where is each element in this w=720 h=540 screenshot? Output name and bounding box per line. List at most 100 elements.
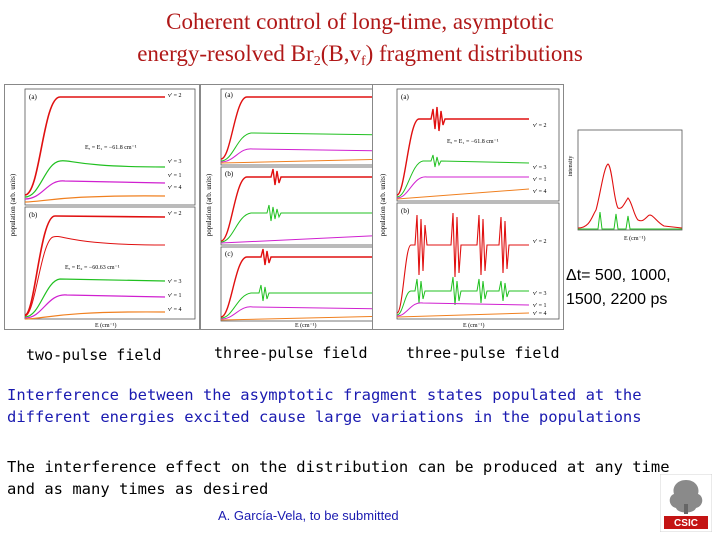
v3-label: v' = 3 xyxy=(168,279,181,285)
delta-t-line-2: 1500, 2200 ps xyxy=(566,291,668,308)
delta-t-label: Δt= 500, 1000, 1500, 2200 ps xyxy=(566,264,671,312)
y-axis-label: population (arb. units) xyxy=(205,173,213,236)
v1-label: v' = 1 xyxy=(168,293,181,299)
panel-label-a: (a) xyxy=(29,93,37,101)
caption-three-pulse-1: three-pulse field xyxy=(214,344,368,362)
plot-panel-3-svg: population (arb. units) (a) (b) Eₐ = E₁ … xyxy=(379,88,560,329)
plot-panel-2-svg: population (arb. units) (a) (b) (c) E (c… xyxy=(205,88,396,329)
title-part: (B,v xyxy=(320,41,361,66)
spectrum-panel: intensity E (cm⁻¹) xyxy=(564,126,686,244)
v3-label: v' = 3 xyxy=(533,291,546,297)
red-curve xyxy=(220,96,391,160)
green-curve xyxy=(396,276,529,316)
plot-panel-1-svg: population (arb. units) (a) (b) v' = 2 v… xyxy=(9,88,196,329)
orange-curve xyxy=(220,315,392,321)
plot-frame xyxy=(220,246,396,322)
red-curve xyxy=(24,96,165,196)
red-spectrum xyxy=(577,163,683,229)
csic-logo-svg: CSIC xyxy=(659,473,713,533)
v2-label: v' = 2 xyxy=(533,239,546,245)
green-curve xyxy=(24,278,166,318)
magenta-curve xyxy=(24,180,166,200)
orange-curve xyxy=(24,311,166,320)
green-curve xyxy=(220,132,392,162)
orange-curve xyxy=(396,312,530,318)
orange-curve xyxy=(220,158,392,164)
title-line-2: energy-resolved Br2(B,vf) fragment distr… xyxy=(0,40,720,76)
paragraph-interference: Interference between the asymptotic frag… xyxy=(7,384,642,428)
plot-frame xyxy=(24,88,196,206)
v4-label: v' = 4 xyxy=(168,307,181,313)
green-curve xyxy=(220,284,391,319)
red-curve xyxy=(24,236,166,317)
plot-frame xyxy=(396,88,560,202)
panel-label-b: (b) xyxy=(401,207,410,215)
v1-label: v' = 1 xyxy=(168,173,181,179)
v1-label: v' = 1 xyxy=(533,303,546,309)
y-axis-label: population (arb. units) xyxy=(379,173,387,236)
plot-frame xyxy=(220,166,396,246)
plot-panel-3: population (arb. units) (a) (b) Eₐ = E₁ … xyxy=(372,84,564,330)
panel-label-a: (a) xyxy=(401,93,409,101)
plot-frame xyxy=(24,206,196,320)
v3-label: v' = 3 xyxy=(168,159,181,165)
paragraph-line: The interference effect on the distribut… xyxy=(7,458,670,476)
logo-text: CSIC xyxy=(674,518,698,529)
plot-frame xyxy=(220,88,396,166)
energy-label: Eₐ = E₁ = −61.8 cm⁻¹ xyxy=(85,145,137,151)
title-sub: f xyxy=(360,54,366,69)
v1-label: v' = 1 xyxy=(533,177,546,183)
magenta-curve xyxy=(220,234,392,244)
energy-label: Eₐ = E₂ = −60.63 cm⁻¹ xyxy=(65,265,120,271)
csic-logo: CSIC xyxy=(659,473,713,533)
spectrum-x-label: E (cm⁻¹) xyxy=(624,235,645,242)
paragraph-line: different energies excited cause large v… xyxy=(7,408,642,426)
paragraph-line: and as many times as desired xyxy=(7,480,269,498)
caption-two-pulse: two-pulse field xyxy=(26,346,162,364)
title-sub: 2 xyxy=(313,54,321,69)
tree-trunk-icon xyxy=(684,504,688,514)
logo-band xyxy=(664,516,708,529)
panel-label-a: (a) xyxy=(225,91,233,99)
magenta-curve xyxy=(396,176,529,199)
green-curve xyxy=(396,154,530,198)
green-curve xyxy=(24,160,166,198)
red-curve xyxy=(396,106,529,196)
v3-label: v' = 3 xyxy=(533,165,546,171)
paragraph-line: Interference between the asymptotic frag… xyxy=(7,386,642,404)
v4-label: v' = 4 xyxy=(533,189,546,195)
panel-label-b: (b) xyxy=(29,211,38,219)
title-line-1: Coherent control of long-time, asymptoti… xyxy=(166,9,554,34)
x-axis-label: E (cm⁻¹) xyxy=(295,322,316,329)
citation: A. García-Vela, to be submitted xyxy=(218,508,399,523)
plot-frame xyxy=(577,129,683,231)
plot-frame xyxy=(396,202,560,320)
red-curve xyxy=(220,248,391,318)
v4-label: v' = 4 xyxy=(533,311,546,317)
panel-label-c: (c) xyxy=(225,250,233,258)
magenta-curve xyxy=(396,302,530,317)
magenta-curve xyxy=(220,306,392,320)
v2-label: v' = 2 xyxy=(168,93,181,99)
paragraph-interference-effect: The interference effect on the distribut… xyxy=(7,456,670,500)
magenta-curve xyxy=(24,294,166,319)
title-part: energy-resolved Br xyxy=(137,41,314,66)
green-curve xyxy=(220,204,391,243)
red-curve xyxy=(220,168,391,242)
orange-curve xyxy=(396,188,530,200)
spectrum-svg: intensity E (cm⁻¹) xyxy=(568,129,683,242)
red-curve xyxy=(24,215,166,316)
spectrum-y-label: intensity xyxy=(568,156,574,177)
energy-label: Eₐ = E₁ = −61.8 cm⁻¹ xyxy=(447,139,499,145)
caption-three-pulse-2: three-pulse field xyxy=(406,344,560,362)
plot-panel-2: population (arb. units) (a) (b) (c) E (c… xyxy=(200,84,400,330)
x-axis-label: E (cm⁻¹) xyxy=(463,322,484,329)
title-part: ) fragment distributions xyxy=(365,41,583,66)
y-axis-label: population (arb. units) xyxy=(9,173,17,236)
v4-label: v' = 4 xyxy=(168,185,181,191)
v2-label: v' = 2 xyxy=(168,211,181,217)
magenta-curve xyxy=(220,148,392,163)
red-curve xyxy=(396,212,529,314)
v2-label: v' = 2 xyxy=(533,123,546,129)
tree-crown-icon xyxy=(669,480,703,513)
